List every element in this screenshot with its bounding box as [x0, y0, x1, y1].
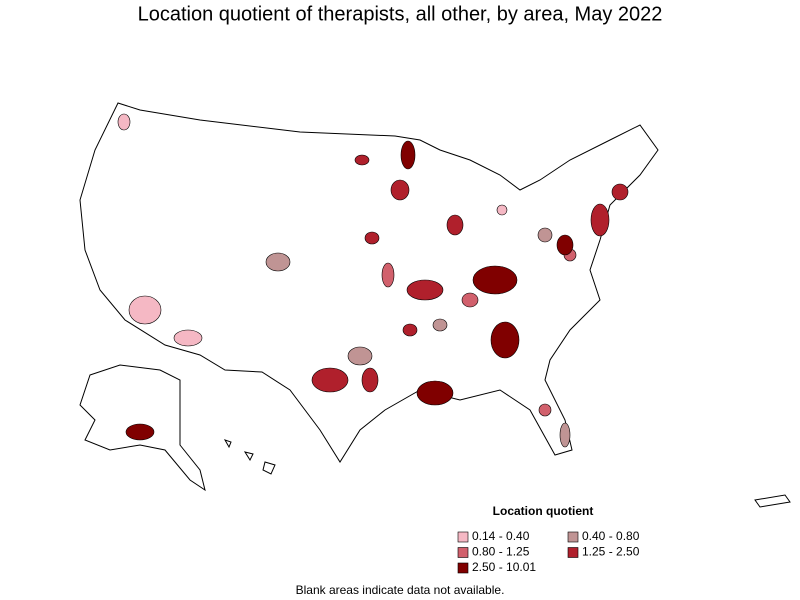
area	[265, 252, 291, 272]
map-title: Location quotient of therapists, all oth…	[138, 3, 663, 25]
legend-swatch	[567, 547, 579, 558]
area	[381, 262, 395, 288]
legend-swatch	[567, 531, 579, 543]
area	[311, 367, 349, 393]
legend-swatch	[457, 547, 469, 558]
hawaii	[223, 439, 276, 475]
area	[361, 367, 379, 393]
area	[354, 154, 370, 166]
legend-label: 0.80 - 1.25	[472, 545, 530, 559]
area	[416, 380, 454, 406]
legend: 0.14 - 0.40 0.40 - 0.80 0.80 - 1.25 1.25 - …	[457, 529, 640, 574]
legend-swatch	[457, 562, 469, 574]
area	[432, 318, 448, 332]
area	[538, 403, 552, 417]
area	[406, 279, 444, 301]
area	[556, 234, 574, 256]
footnote: Blank areas indicate data not available.	[296, 583, 505, 597]
area	[390, 179, 410, 201]
legend-label: 1.25 - 2.50	[582, 545, 640, 559]
area	[347, 346, 373, 366]
map	[79, 102, 791, 508]
area	[402, 323, 418, 337]
area	[559, 422, 571, 448]
area	[472, 265, 518, 295]
area	[461, 292, 479, 308]
legend-label: 2.50 - 10.01	[472, 560, 536, 574]
area	[611, 183, 629, 201]
area	[400, 140, 416, 170]
area	[590, 203, 610, 237]
legend-label: 0.40 - 0.80	[582, 529, 640, 543]
legend-title: Location quotient	[493, 504, 594, 518]
contiguous-us	[79, 102, 659, 463]
area	[446, 214, 464, 236]
area	[496, 204, 508, 216]
areas	[117, 113, 629, 448]
area	[490, 321, 520, 359]
area	[125, 423, 155, 441]
area	[128, 295, 162, 325]
area	[364, 231, 380, 245]
area	[173, 329, 203, 347]
legend-label: 0.14 - 0.40	[472, 529, 530, 543]
area	[537, 227, 553, 243]
puerto-rico	[754, 494, 791, 508]
legend-swatch	[457, 531, 469, 543]
area	[117, 113, 131, 131]
